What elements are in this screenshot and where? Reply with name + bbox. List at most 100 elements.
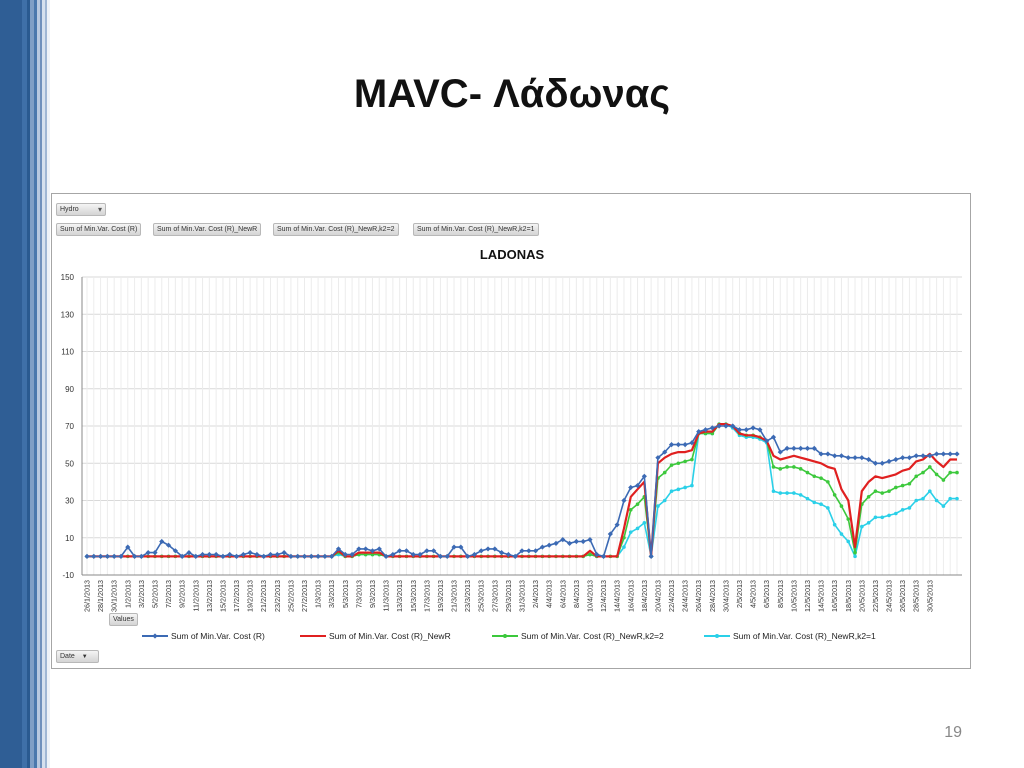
value-field-button[interactable]: Sum of Min.Var. Cost (R)_NewR,k2=2 (273, 223, 399, 236)
x-tick-label: 23/2/2013 (273, 580, 282, 612)
data-point (724, 422, 728, 426)
x-tick-label: 1/3/2013 (314, 580, 323, 608)
data-point (771, 489, 776, 493)
data-point (438, 554, 443, 559)
x-tick-label: 21/2/2013 (259, 580, 268, 612)
data-point (403, 548, 410, 554)
data-point (146, 554, 150, 559)
data-point (744, 435, 749, 439)
data-point (493, 554, 497, 559)
x-tick-label: 4/4/2013 (545, 580, 554, 608)
data-point (308, 553, 314, 559)
data-point (554, 554, 558, 559)
data-point (798, 445, 804, 451)
data-point (322, 553, 328, 559)
data-point (819, 476, 823, 480)
data-point (948, 496, 953, 501)
x-tick-label: 28/5/2013 (912, 580, 921, 612)
data-point (138, 553, 144, 559)
data-point (180, 554, 184, 559)
value-field-button[interactable]: Sum of Min.Var. Cost (R)_NewR,k2=1 (413, 223, 539, 236)
data-point (560, 554, 565, 559)
data-point (165, 542, 172, 548)
x-tick-label: 28/1/2013 (96, 580, 105, 612)
data-point (369, 548, 376, 554)
slide-title: MAVC- Λάδωνας (353, 72, 671, 116)
data-point (357, 552, 361, 557)
data-point (730, 423, 736, 429)
data-point (900, 508, 905, 512)
data-point (566, 540, 573, 546)
values-button[interactable]: Values (109, 613, 138, 626)
x-tick-label: 25/3/2013 (477, 580, 486, 612)
data-point (872, 460, 879, 466)
data-point (608, 554, 613, 559)
data-point (601, 554, 606, 559)
x-tick-label: 26/5/2013 (898, 580, 907, 612)
data-point (764, 438, 770, 444)
data-point (839, 504, 844, 508)
data-point (634, 483, 641, 489)
data-point (214, 554, 218, 559)
data-point (724, 422, 728, 426)
data-point (587, 537, 593, 543)
data-point (166, 554, 171, 559)
legend-label: Sum of Min.Var. Cost (R)_NewR,k2=2 (521, 631, 664, 641)
data-point (934, 498, 939, 503)
data-point (662, 449, 668, 455)
data-point (743, 427, 749, 433)
data-point (621, 497, 627, 504)
data-point (540, 554, 545, 559)
data-point (710, 431, 715, 436)
data-point (894, 511, 898, 516)
data-point (350, 554, 354, 559)
data-point (465, 554, 470, 559)
x-tick-label: 17/2/2013 (232, 580, 241, 612)
data-point (445, 554, 450, 559)
data-point (601, 554, 606, 559)
data-point (199, 551, 206, 558)
data-point (302, 554, 307, 559)
data-point (622, 545, 626, 549)
data-point (934, 472, 939, 477)
data-point (221, 554, 225, 559)
data-point (947, 451, 953, 457)
data-point (309, 554, 314, 559)
data-point (479, 554, 484, 559)
data-point (397, 548, 403, 554)
data-point (118, 553, 124, 559)
date-axis-button[interactable]: Date ▼ (56, 650, 99, 663)
data-point (893, 456, 899, 463)
series-line (87, 423, 957, 558)
x-tick-label: 1/2/2013 (123, 580, 132, 608)
data-point (506, 554, 511, 559)
data-point (261, 553, 267, 559)
legend-label: Sum of Min.Var. Cost (R) (171, 631, 265, 641)
data-point (295, 554, 300, 559)
data-point (730, 424, 735, 428)
data-point (675, 442, 681, 448)
data-point (397, 554, 402, 559)
data-point (349, 551, 355, 558)
x-tick-label: 25/2/2013 (286, 580, 295, 612)
data-point (615, 554, 619, 559)
data-point (159, 554, 164, 559)
data-point (758, 437, 762, 441)
data-point (458, 544, 464, 550)
data-point (486, 554, 490, 559)
value-field-button[interactable]: Sum of Min.Var. Cost (R) (56, 223, 142, 236)
data-point (954, 451, 960, 457)
data-point (887, 513, 891, 518)
hydro-filter-button[interactable]: Hydro ▾ (56, 203, 106, 216)
data-point (866, 494, 871, 499)
data-point (499, 554, 504, 559)
data-point (737, 433, 742, 438)
x-tick-label: 8/5/2013 (776, 580, 785, 608)
data-point (241, 554, 246, 559)
data-point (370, 552, 375, 557)
x-tick-label: 12/4/2013 (599, 580, 608, 612)
x-tick-label: 9/2/2013 (178, 580, 187, 608)
data-point (811, 445, 817, 451)
data-point (913, 453, 919, 459)
value-field-button[interactable]: Sum of Min.Var. Cost (R)_NewR (153, 223, 262, 236)
